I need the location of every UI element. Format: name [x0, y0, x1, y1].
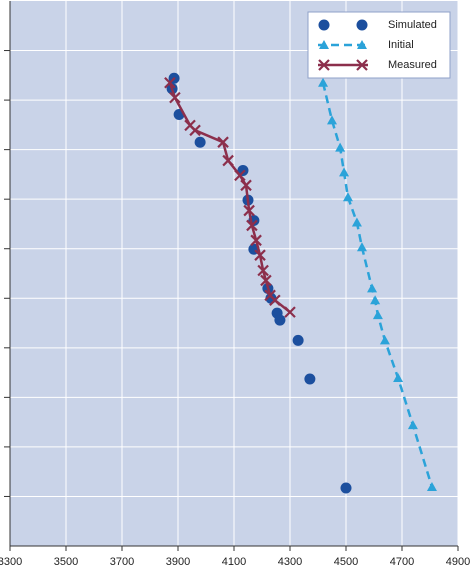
- point: [372, 310, 383, 320]
- point: [257, 264, 269, 277]
- point: [234, 169, 246, 182]
- point: [292, 334, 304, 346]
- x-tick-label: 3700: [110, 556, 134, 568]
- point: [189, 124, 201, 137]
- point: [250, 234, 262, 247]
- legend-marker: [356, 59, 368, 71]
- x-tick-label: 4900: [446, 556, 470, 568]
- x-tick-label: 4500: [334, 556, 358, 568]
- point: [327, 115, 337, 125]
- x-tick-label: 3500: [54, 556, 78, 568]
- point: [335, 142, 346, 152]
- point: [342, 192, 353, 202]
- point: [243, 204, 255, 217]
- point: [367, 283, 378, 293]
- point: [393, 373, 404, 383]
- x-tick-label: 3900: [166, 556, 190, 568]
- point: [222, 154, 234, 167]
- point: [339, 167, 350, 177]
- point: [304, 373, 316, 385]
- legend-marker: [318, 19, 330, 31]
- point: [169, 91, 181, 104]
- x-tick-label: 4300: [278, 556, 302, 568]
- legend-label: Initial: [388, 39, 414, 51]
- legend-marker: [318, 59, 330, 71]
- point: [217, 136, 229, 148]
- legend-marker: [319, 40, 329, 49]
- legend-marker: [356, 19, 368, 31]
- series-line: [321, 82, 434, 488]
- point: [269, 294, 281, 307]
- point: [194, 136, 206, 148]
- point: [274, 314, 286, 326]
- point: [246, 219, 258, 232]
- point: [164, 76, 176, 89]
- point: [254, 249, 266, 261]
- legend-marker: [357, 40, 367, 49]
- x-tick-label: 4100: [222, 556, 246, 568]
- legend-label: Simulated: [388, 19, 437, 31]
- point: [426, 482, 437, 492]
- point: [260, 274, 272, 287]
- point: [237, 164, 249, 176]
- point: [356, 242, 367, 252]
- point: [351, 217, 362, 227]
- point: [370, 295, 381, 305]
- legend-label: Measured: [388, 59, 437, 71]
- x-tick-label: 3300: [0, 556, 22, 568]
- point: [240, 179, 252, 192]
- x-tick-label: 4700: [390, 556, 414, 568]
- point: [407, 420, 418, 430]
- point: [318, 77, 329, 87]
- point: [340, 482, 352, 494]
- legend: Simulated Initial Measured: [307, 11, 451, 79]
- point: [379, 335, 390, 345]
- point: [284, 306, 296, 318]
